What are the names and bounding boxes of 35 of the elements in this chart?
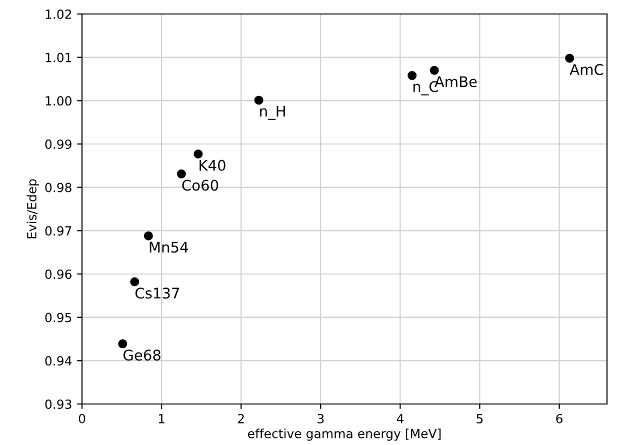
x-tick-label: 2 bbox=[238, 414, 244, 424]
y-tick-label: 0.96 bbox=[45, 269, 72, 279]
y-tick-label: 0.98 bbox=[45, 182, 72, 192]
annotation: AmC bbox=[570, 64, 604, 76]
y-tick-label: 0.99 bbox=[45, 139, 72, 149]
point bbox=[194, 149, 203, 158]
x-tick-label: 5 bbox=[476, 414, 483, 424]
point bbox=[144, 231, 153, 240]
x-tick-label: 1 bbox=[158, 414, 164, 424]
x-tick-label: 0 bbox=[78, 414, 86, 424]
annotation: Ge68 bbox=[123, 350, 160, 361]
annotation: n_H bbox=[260, 106, 285, 120]
y-axis-title: Evis/Edep bbox=[26, 179, 39, 238]
y-tick-label: 0.95 bbox=[45, 312, 72, 322]
point bbox=[176, 169, 186, 178]
y-tick-label: 1.01 bbox=[46, 52, 72, 62]
x-tick-label: 4 bbox=[396, 414, 404, 424]
y-tick-label: 0.94 bbox=[45, 356, 72, 366]
y-tick-label: 0.97 bbox=[45, 226, 72, 236]
point bbox=[118, 339, 128, 348]
y-tick-label: 1.00 bbox=[46, 96, 72, 106]
point bbox=[430, 66, 439, 75]
point bbox=[130, 277, 140, 286]
point bbox=[565, 54, 574, 63]
annotation: K40 bbox=[200, 160, 226, 171]
annotation: Co60 bbox=[182, 180, 218, 191]
x-tick-label: 3 bbox=[318, 414, 324, 424]
x-tick-label: 6 bbox=[556, 414, 562, 424]
point bbox=[408, 71, 417, 80]
point bbox=[254, 96, 264, 105]
y-tick-label: 0.93 bbox=[45, 399, 72, 409]
annotation: Cs137 bbox=[135, 288, 180, 299]
y-tick-label: 1.02 bbox=[46, 9, 72, 19]
annotation: Mn54 bbox=[150, 242, 188, 253]
x-axis-title: effective gamma energy [MeV] bbox=[248, 428, 441, 441]
